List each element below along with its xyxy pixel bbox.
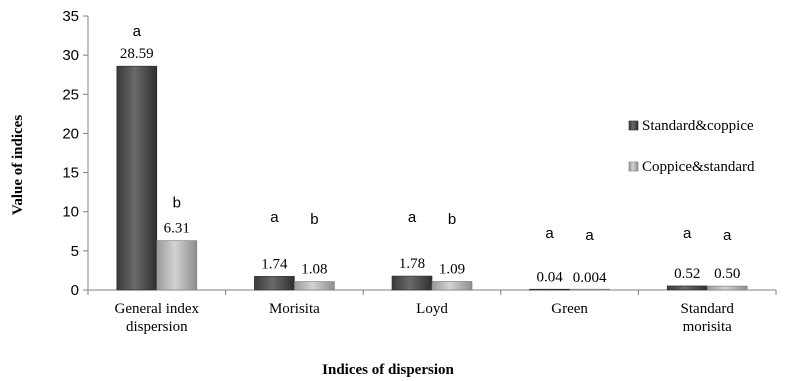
- bar-value-label: 1.74: [261, 256, 288, 272]
- significance-letter: b: [310, 211, 318, 228]
- bar-value-label: 0.52: [674, 266, 700, 282]
- legend: Standard&coppice Coppice&standard: [628, 118, 755, 175]
- data-labels: 28.59 a 6.31 b 1.74 a 1.08 b 1.78 a 1.09 b 0.04 a 0.00…: [120, 23, 740, 286]
- significance-letter: a: [585, 227, 594, 244]
- bar-standard-coppice: [666, 285, 708, 291]
- bar-standard-coppice: [254, 276, 295, 291]
- bar-coppice-standard: [706, 285, 748, 291]
- y-axis-title: Value of indices: [10, 115, 26, 215]
- bar-value-label: 1.08: [301, 262, 327, 278]
- bar-value-label: 0.04: [536, 270, 563, 286]
- significance-letter: a: [408, 209, 417, 226]
- x-tick-label-line: Loyd: [416, 301, 448, 317]
- legend-swatch: [628, 120, 639, 131]
- significance-letter: a: [683, 225, 692, 242]
- significance-letter: a: [270, 209, 279, 226]
- x-tick-label: Green: [551, 301, 588, 317]
- x-tick-label: Morisita: [269, 301, 320, 317]
- legend-swatch: [628, 161, 639, 172]
- significance-letter: a: [545, 225, 554, 242]
- significance-letter: a: [133, 23, 142, 40]
- bar-coppice-standard: [569, 288, 610, 291]
- x-tick-label-line: dispersion: [126, 319, 188, 335]
- x-tick-label-line: Standard: [681, 301, 735, 317]
- legend-label: Coppice&standard: [642, 159, 755, 175]
- bar-coppice-standard: [294, 281, 335, 291]
- x-tick-label: Loyd: [416, 301, 448, 317]
- x-tick-label: General index dispersion: [115, 301, 200, 335]
- x-tick-label-line: morisita: [683, 319, 733, 335]
- bar-standard-coppice: [529, 288, 570, 291]
- bars: [116, 65, 748, 291]
- bar-standard-coppice: [391, 275, 433, 291]
- x-axis-title: Indices of dispersion: [322, 362, 454, 378]
- significance-letter: a: [723, 227, 732, 244]
- bar-value-label: 1.78: [399, 256, 425, 272]
- y-tick-label: 25: [62, 86, 79, 103]
- bar-value-label: 28.59: [120, 46, 154, 62]
- bar-coppice-standard: [156, 240, 198, 291]
- bar-value-label: 1.09: [439, 261, 465, 277]
- y-tick-label: 0: [71, 282, 79, 299]
- significance-letter: b: [173, 195, 181, 212]
- bar-standard-coppice: [116, 65, 158, 291]
- bar-value-label: 0.50: [714, 266, 740, 282]
- x-tick-label: Standard morisita: [681, 301, 735, 335]
- y-tick-label: 5: [71, 243, 79, 260]
- bar-value-label: 6.31: [164, 221, 190, 237]
- y-axis: 0 5 10 15 20 25 30 35: [62, 8, 89, 299]
- y-tick-label: 30: [62, 47, 79, 64]
- y-tick-label: 35: [62, 8, 79, 25]
- legend-label: Standard&coppice: [642, 118, 754, 134]
- y-tick-label: 10: [62, 204, 79, 221]
- y-tick-label: 15: [62, 165, 79, 182]
- significance-letter: b: [448, 211, 456, 228]
- y-tick-label: 20: [62, 125, 79, 142]
- x-tick-label-line: Green: [551, 301, 588, 317]
- bar-coppice-standard: [431, 281, 473, 291]
- x-tick-label-line: Morisita: [269, 301, 320, 317]
- x-tick-label-line: General index: [115, 301, 200, 317]
- x-axis: General index dispersion Morisita Loyd Green…: [87, 289, 777, 335]
- bar-value-label: 0.004: [573, 270, 607, 286]
